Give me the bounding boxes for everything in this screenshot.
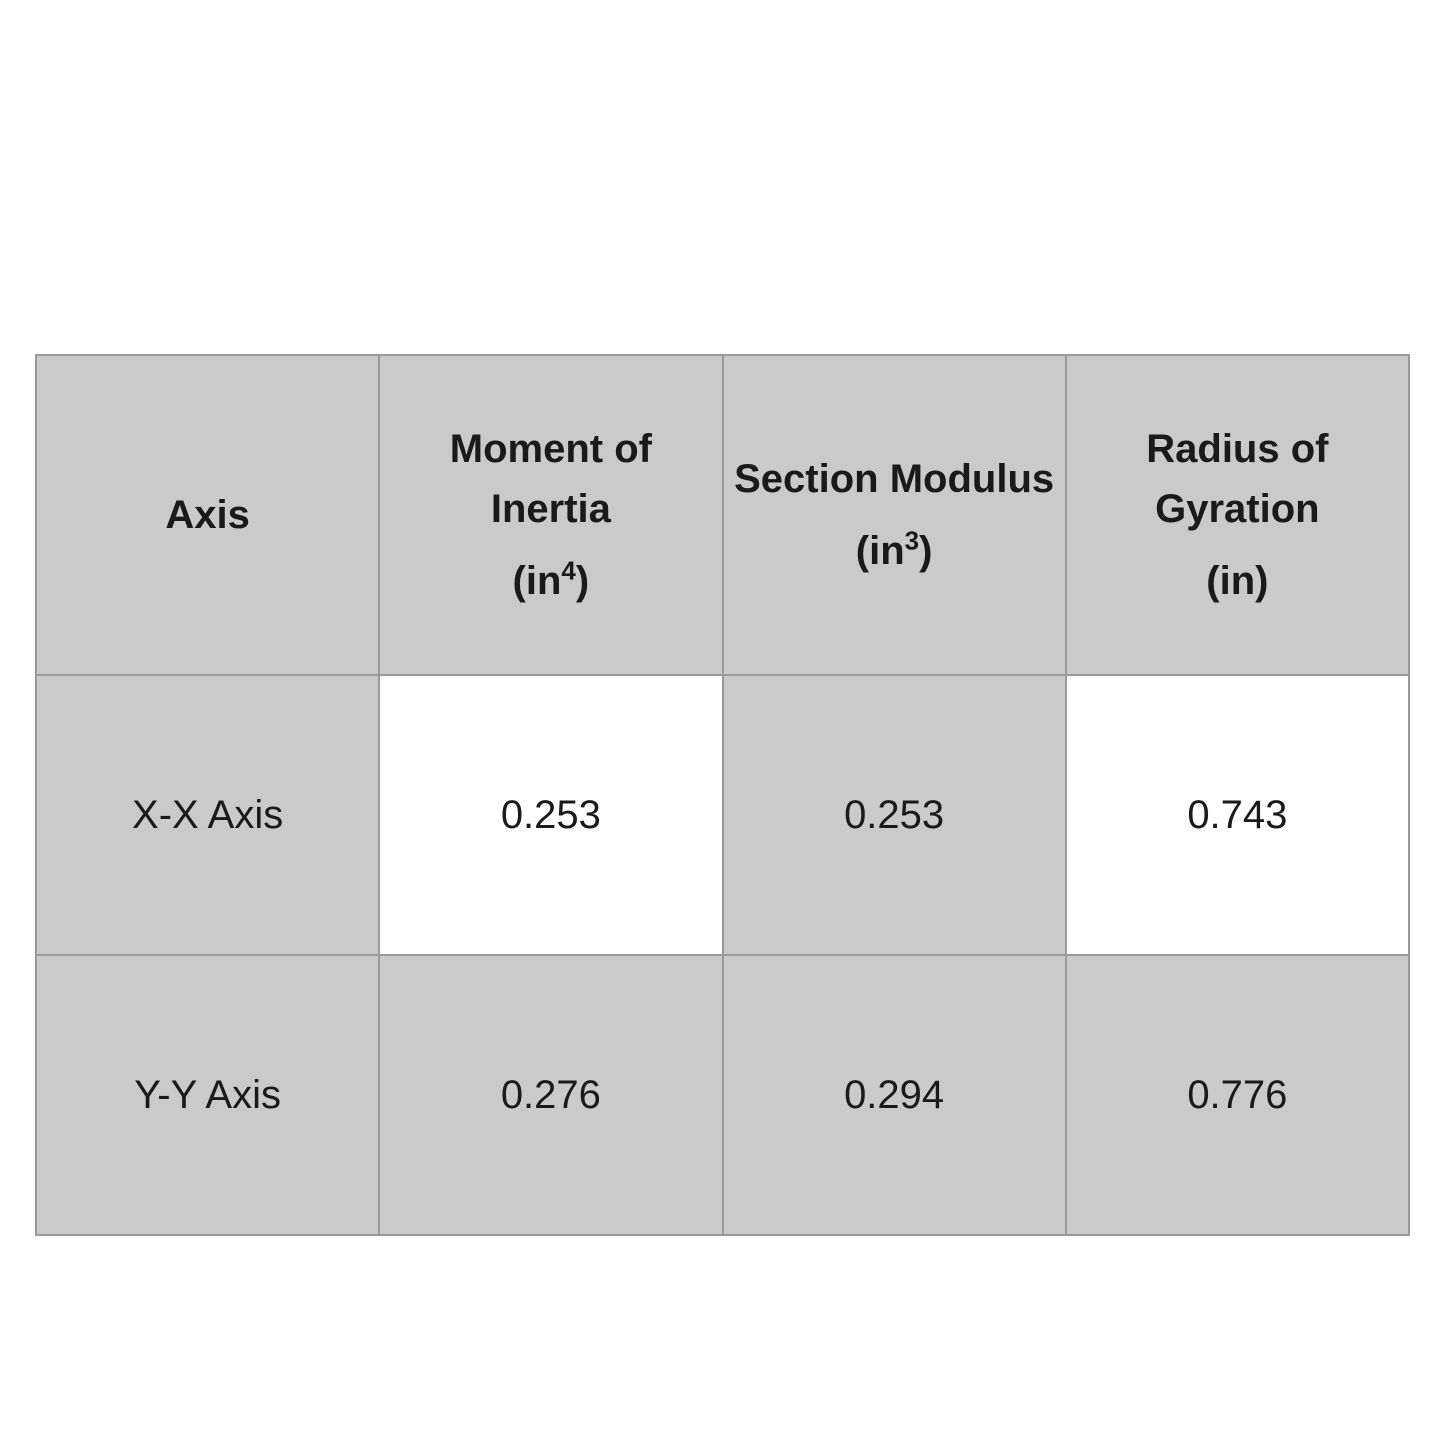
col-header-radius: Radius of Gyration (in) bbox=[1066, 355, 1409, 675]
col-header-axis-label: Axis bbox=[47, 485, 368, 545]
cell-moment: 0.276 bbox=[379, 955, 722, 1235]
header-row: Axis Moment of Inertia (in4) Section Mod… bbox=[36, 355, 1409, 675]
table-row: X-X Axis 0.253 0.253 0.743 bbox=[36, 675, 1409, 955]
col-header-section-unit: (in3) bbox=[734, 521, 1055, 581]
table-row: Y-Y Axis 0.276 0.294 0.776 bbox=[36, 955, 1409, 1235]
properties-table-container: Axis Moment of Inertia (in4) Section Mod… bbox=[35, 354, 1410, 1236]
col-header-moment-label: Moment of Inertia bbox=[390, 419, 711, 539]
cell-axis: X-X Axis bbox=[36, 675, 379, 955]
cell-section: 0.253 bbox=[723, 675, 1066, 955]
col-header-radius-label: Radius of Gyration bbox=[1077, 419, 1398, 539]
cell-axis: Y-Y Axis bbox=[36, 955, 379, 1235]
col-header-section-label: Section Modulus bbox=[734, 449, 1055, 509]
col-header-axis: Axis bbox=[36, 355, 379, 675]
cell-section: 0.294 bbox=[723, 955, 1066, 1235]
col-header-moment: Moment of Inertia (in4) bbox=[379, 355, 722, 675]
col-header-section: Section Modulus (in3) bbox=[723, 355, 1066, 675]
cell-radius: 0.776 bbox=[1066, 955, 1409, 1235]
col-header-moment-unit: (in4) bbox=[390, 551, 711, 611]
properties-table: Axis Moment of Inertia (in4) Section Mod… bbox=[35, 354, 1410, 1236]
col-header-radius-unit: (in) bbox=[1077, 551, 1398, 611]
cell-radius: 0.743 bbox=[1066, 675, 1409, 955]
cell-moment: 0.253 bbox=[379, 675, 722, 955]
